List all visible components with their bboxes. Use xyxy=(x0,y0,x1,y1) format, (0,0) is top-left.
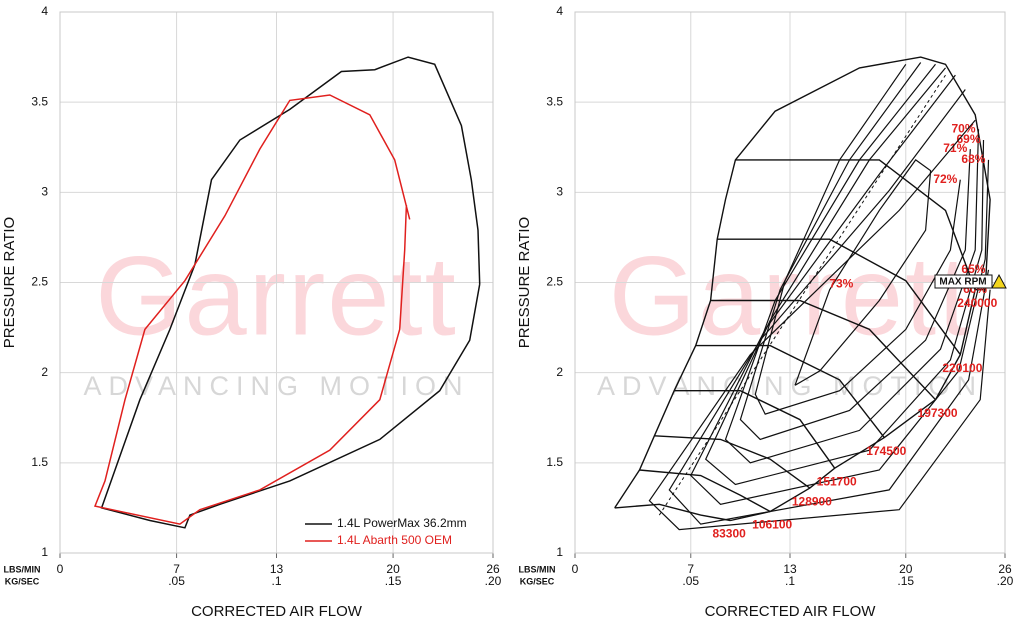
efficiency-contour xyxy=(794,159,932,386)
watermark-tagline: ADVANCING MOTION xyxy=(83,371,469,401)
efficiency-label: 73% xyxy=(829,276,853,290)
y-tick-label: 4 xyxy=(41,4,48,18)
speed-line xyxy=(717,238,961,356)
y-tick-label: 1 xyxy=(556,545,563,559)
y-axis-title: PRESSURE RATIO xyxy=(1,217,18,348)
x-tick-label-secondary: .05 xyxy=(682,574,699,588)
speed-line xyxy=(614,503,731,522)
x-tick-label-secondary: .20 xyxy=(485,574,502,588)
speed-line xyxy=(674,390,836,469)
x-axis-title: CORRECTED AIR FLOW xyxy=(705,603,877,620)
efficiency-label: 70% xyxy=(952,121,976,135)
x-tick-label-secondary: .1 xyxy=(785,574,795,588)
efficiency-label: 65% xyxy=(961,262,985,276)
speed-line xyxy=(695,344,885,439)
plot-frame xyxy=(59,11,494,554)
x-tick-label: 26 xyxy=(998,562,1012,576)
x-tick-label: 0 xyxy=(572,562,579,576)
surge-envelope xyxy=(614,56,991,509)
x-unit-label: KG/SEC xyxy=(520,576,555,586)
efficiency-contour xyxy=(648,119,991,531)
speed-label: 220100 xyxy=(942,361,982,375)
legend-label: 1.4L PowerMax 36.2mm xyxy=(337,516,467,530)
x-tick-label: 13 xyxy=(270,562,284,576)
y-tick-label: 2 xyxy=(41,365,48,379)
x-tick-label-secondary: .1 xyxy=(271,574,281,588)
y-tick-label: 2 xyxy=(556,365,563,379)
x-unit-label: KG/SEC xyxy=(5,576,40,586)
speed-line xyxy=(710,299,937,401)
y-tick-label: 4 xyxy=(556,4,563,18)
y-tick-label: 3 xyxy=(41,185,48,199)
x-tick-label: 0 xyxy=(57,562,64,576)
annotation-box xyxy=(934,274,993,289)
efficiency-label: 68% xyxy=(961,152,985,166)
x-axis-title: CORRECTED AIR FLOW xyxy=(191,603,363,620)
x-tick-label: 20 xyxy=(899,562,913,576)
y-tick-label: 3.5 xyxy=(546,94,563,108)
y-tick-label: 2.5 xyxy=(546,275,563,289)
y-axis-title: PRESSURE RATIO xyxy=(516,217,533,348)
speed-label: 240000 xyxy=(957,296,997,310)
x-tick-label: 7 xyxy=(173,562,180,576)
legend-label: 1.4L Abarth 500 OEM xyxy=(337,533,452,547)
x-tick-label: 7 xyxy=(687,562,694,576)
x-tick-label-secondary: .15 xyxy=(897,574,914,588)
x-tick-label-secondary: .20 xyxy=(997,574,1014,588)
efficiency-contour xyxy=(690,74,990,505)
y-tick-label: 2.5 xyxy=(31,275,48,289)
x-unit-label: LBS/MIN xyxy=(4,564,41,574)
y-tick-label: 3 xyxy=(556,185,563,199)
watermark-brand: Garrett xyxy=(95,234,458,359)
speed-line xyxy=(735,159,976,290)
speed-label: 174500 xyxy=(866,444,906,458)
y-tick-label: 1.5 xyxy=(31,455,48,469)
speed-line xyxy=(654,435,811,489)
x-tick-label: 13 xyxy=(783,562,797,576)
speed-line xyxy=(639,469,771,513)
y-tick-label: 3.5 xyxy=(31,94,48,108)
x-tick-label: 20 xyxy=(386,562,400,576)
series-line xyxy=(100,56,481,529)
efficiency-contour xyxy=(668,89,990,525)
speed-label: 128900 xyxy=(792,494,832,508)
x-tick-label: 26 xyxy=(486,562,500,576)
efficiency-label: 72% xyxy=(933,172,957,186)
y-tick-label: 1.5 xyxy=(546,455,563,469)
series-line xyxy=(93,94,411,525)
speed-label: 106100 xyxy=(752,518,792,532)
efficiency-label: 69% xyxy=(956,132,980,146)
speed-label: 197300 xyxy=(918,406,958,420)
x-tick-label-secondary: .05 xyxy=(168,574,185,588)
warning-icon xyxy=(991,273,1007,289)
x-tick-label-secondary: .15 xyxy=(385,574,402,588)
plot-frame xyxy=(574,11,1006,554)
speed-label: 83300 xyxy=(712,527,746,541)
speed-label: 151700 xyxy=(817,474,857,488)
y-tick-label: 1 xyxy=(41,545,48,559)
x-unit-label: LBS/MIN xyxy=(519,564,556,574)
annotation: MAX RPM xyxy=(939,277,986,288)
